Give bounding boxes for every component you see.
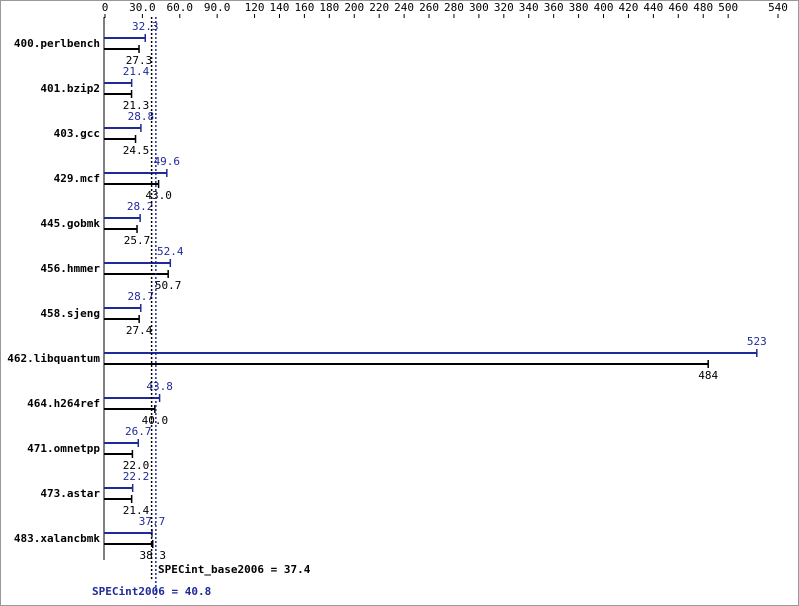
x-tick-label: 480 bbox=[693, 1, 713, 14]
x-tick-label: 280 bbox=[444, 1, 464, 14]
x-tick-label: 120 bbox=[245, 1, 265, 14]
value-label: 22.0 bbox=[123, 459, 150, 472]
category-label: 483.xalancbmk bbox=[14, 532, 100, 545]
value-label: 43.8 bbox=[146, 380, 173, 393]
category-label: 473.astar bbox=[40, 487, 100, 500]
category-label: 462.libquantum bbox=[7, 352, 100, 365]
value-label: 28.8 bbox=[128, 110, 155, 123]
value-label: 21.3 bbox=[123, 99, 150, 112]
value-label: 32.3 bbox=[132, 20, 159, 33]
value-label: 27.4 bbox=[126, 324, 153, 337]
value-label: 22.2 bbox=[123, 470, 150, 483]
category-label: 401.bzip2 bbox=[40, 82, 100, 95]
category-label: 429.mcf bbox=[54, 172, 100, 185]
category-label: 471.omnetpp bbox=[27, 442, 100, 455]
x-tick-label: 90.0 bbox=[204, 1, 231, 14]
x-tick-label: 30.0 bbox=[129, 1, 156, 14]
value-label: 484 bbox=[698, 369, 718, 382]
x-tick-label: 460 bbox=[668, 1, 688, 14]
category-label: 458.sjeng bbox=[40, 307, 100, 320]
category-label: 456.hmmer bbox=[40, 262, 100, 275]
x-tick-label: 340 bbox=[519, 1, 539, 14]
x-tick-label: 420 bbox=[619, 1, 639, 14]
value-label: 21.4 bbox=[123, 504, 150, 517]
category-label: 400.perlbench bbox=[14, 37, 100, 50]
reference-label: SPECint_base2006 = 37.4 bbox=[158, 563, 311, 576]
reference-label: SPECint2006 = 40.8 bbox=[92, 585, 211, 598]
x-tick-label: 180 bbox=[319, 1, 339, 14]
category-label: 403.gcc bbox=[54, 127, 100, 140]
value-label: 40.0 bbox=[142, 414, 169, 427]
value-label: 50.7 bbox=[155, 279, 182, 292]
x-tick-label: 160 bbox=[294, 1, 314, 14]
x-tick-label: 200 bbox=[344, 1, 364, 14]
value-label: 523 bbox=[747, 335, 767, 348]
x-tick-label: 500 bbox=[718, 1, 738, 14]
x-tick-label: 320 bbox=[494, 1, 514, 14]
value-label: 26.7 bbox=[125, 425, 152, 438]
x-tick-label: 540 bbox=[768, 1, 788, 14]
value-label: 24.5 bbox=[123, 144, 150, 157]
x-tick-label: 440 bbox=[643, 1, 663, 14]
x-tick-label: 0 bbox=[102, 1, 109, 14]
x-tick-label: 300 bbox=[469, 1, 489, 14]
category-label: 445.gobmk bbox=[40, 217, 100, 230]
value-label: 52.4 bbox=[157, 245, 184, 258]
x-tick-label: 60.0 bbox=[167, 1, 194, 14]
x-tick-label: 140 bbox=[270, 1, 290, 14]
value-label: 49.6 bbox=[154, 155, 181, 168]
value-label: 25.7 bbox=[124, 234, 151, 247]
value-label: 38.3 bbox=[139, 549, 166, 562]
value-label: 21.4 bbox=[123, 65, 150, 78]
x-tick-label: 260 bbox=[419, 1, 439, 14]
value-label: 27.3 bbox=[126, 54, 153, 67]
value-label: 28.2 bbox=[127, 200, 154, 213]
x-tick-label: 380 bbox=[569, 1, 589, 14]
category-label: 464.h264ref bbox=[27, 397, 100, 410]
x-tick-label: 360 bbox=[544, 1, 564, 14]
value-label: 28.7 bbox=[128, 290, 155, 303]
x-tick-label: 400 bbox=[594, 1, 614, 14]
x-tick-label: 220 bbox=[369, 1, 389, 14]
x-tick-label: 240 bbox=[394, 1, 414, 14]
